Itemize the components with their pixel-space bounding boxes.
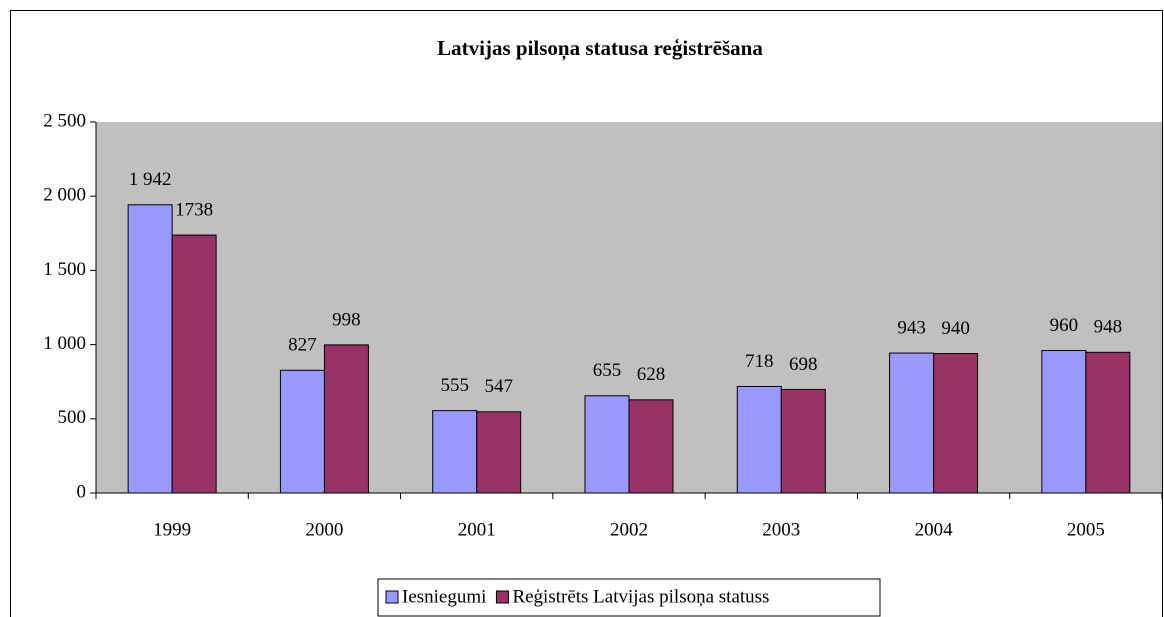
bar	[933, 353, 979, 494]
y-tick-label: 500	[58, 407, 87, 428]
bar	[780, 388, 826, 494]
legend-swatch	[385, 590, 399, 604]
data-label: 940	[941, 318, 970, 339]
bar	[171, 234, 217, 494]
bar	[1085, 351, 1131, 494]
legend	[377, 578, 881, 617]
data-label: 698	[789, 354, 818, 375]
bar	[476, 411, 522, 494]
bar	[1041, 350, 1087, 494]
bar	[889, 352, 935, 494]
y-tick-label: 1 500	[43, 259, 86, 280]
data-label: 628	[637, 364, 666, 385]
data-label: 547	[484, 376, 513, 397]
data-label: 960	[1050, 315, 1079, 336]
x-tick-label: 2003	[762, 519, 800, 540]
y-tick-label: 2 000	[43, 185, 86, 206]
x-tick-label: 2005	[1067, 519, 1105, 540]
bar	[279, 369, 325, 494]
x-tick-label: 1999	[153, 519, 191, 540]
data-label: 827	[288, 335, 317, 356]
data-label: 1 942	[129, 169, 172, 190]
data-label: 718	[745, 351, 774, 372]
data-label: 948	[1094, 317, 1123, 338]
data-label: 998	[332, 309, 361, 330]
x-tick-label: 2001	[458, 519, 496, 540]
chart-title: Latvijas pilsoņa statusa reģistrēšana	[437, 36, 763, 61]
bar	[127, 204, 173, 494]
x-tick-label: 2002	[610, 519, 648, 540]
y-tick-label: 2 500	[43, 110, 86, 131]
bar	[628, 399, 674, 494]
legend-label: Reģistrēts Latvijas pilsoņa statuss	[512, 586, 769, 607]
data-label: 655	[593, 360, 622, 381]
data-label: 1738	[175, 199, 213, 220]
x-tick-label: 2004	[915, 519, 954, 540]
y-tick-label: 0	[77, 481, 87, 502]
data-label: 555	[440, 375, 469, 396]
data-label: 943	[897, 317, 926, 338]
bar	[323, 344, 369, 494]
legend-swatch	[495, 590, 509, 604]
legend-label: Iesniegumi	[402, 586, 486, 607]
y-tick-label: 1 000	[43, 333, 86, 354]
chart-border	[10, 10, 1163, 617]
x-tick-label: 2000	[305, 519, 343, 540]
bar	[584, 395, 630, 494]
bar	[432, 410, 478, 494]
bar	[736, 385, 782, 494]
